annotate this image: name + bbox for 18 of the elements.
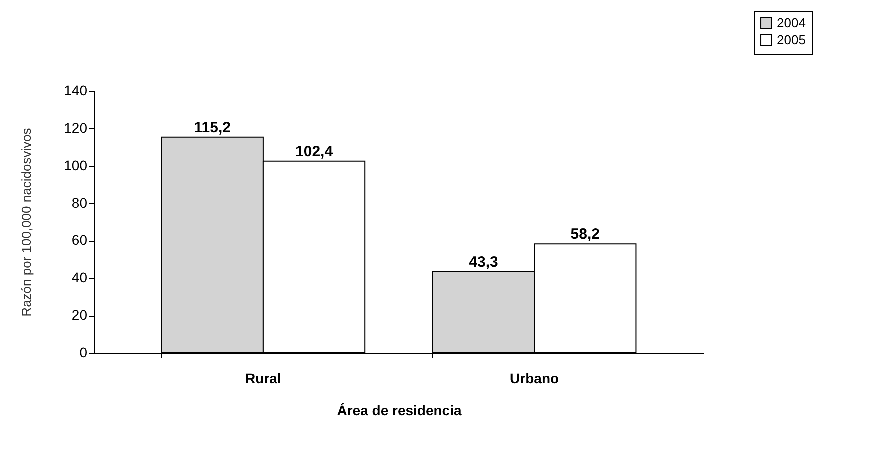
y-tick-label: 80 (72, 194, 88, 211)
y-tick-label: 120 (64, 120, 88, 136)
y-tick-label: 100 (64, 157, 88, 174)
y-axis-title: Razón por 100,000 nacidosvivos (19, 128, 34, 317)
x-tick-label: Rural (246, 370, 282, 386)
y-tick-label: 40 (72, 270, 88, 286)
y-tick-label: 20 (72, 307, 88, 324)
legend-label: 2004 (777, 16, 806, 30)
y-tick-label: 140 (64, 82, 88, 98)
y-tick-label: 0 (80, 344, 88, 360)
data-label: 43,3 (469, 254, 498, 271)
y-tick-label: 60 (72, 232, 88, 248)
legend-label: 2005 (777, 32, 806, 48)
data-label: 58,2 (570, 226, 600, 244)
data-label: 115,2 (194, 119, 231, 136)
x-axis-title: Área de residencia (337, 402, 462, 418)
x-tick-label: Urbano (510, 370, 560, 386)
data-label: 102,4 (296, 143, 334, 160)
